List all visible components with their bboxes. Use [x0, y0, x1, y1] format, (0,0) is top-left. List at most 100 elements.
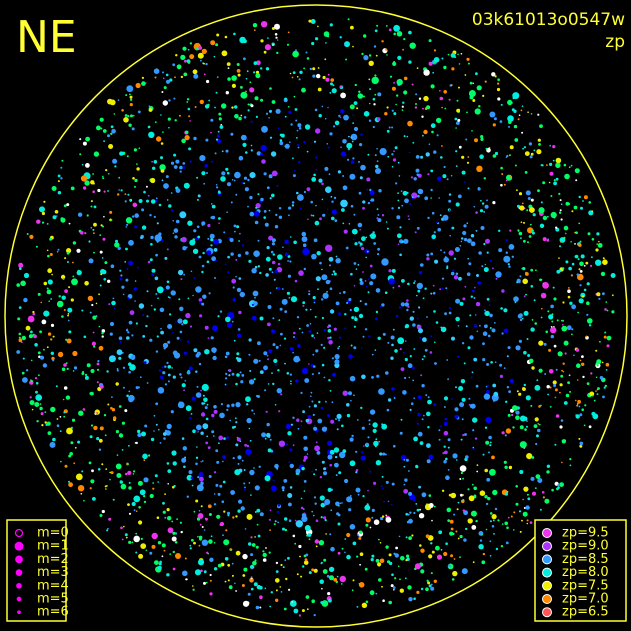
star [302, 243, 307, 247]
star [531, 491, 537, 496]
star [118, 405, 122, 408]
star [580, 254, 585, 259]
star [369, 470, 372, 473]
star [567, 381, 570, 385]
star [326, 143, 329, 145]
star [553, 297, 557, 301]
star [51, 273, 53, 276]
star [494, 361, 497, 364]
star [34, 343, 38, 347]
star [501, 289, 505, 293]
star [152, 482, 155, 484]
star [288, 519, 292, 522]
star [169, 297, 171, 299]
star [75, 473, 83, 481]
star [482, 94, 485, 97]
star [457, 194, 462, 199]
star [433, 310, 436, 313]
star [402, 390, 407, 395]
star [416, 317, 419, 320]
star [215, 43, 219, 47]
star [521, 317, 524, 320]
star [133, 495, 141, 503]
star [245, 90, 247, 93]
star [433, 49, 437, 52]
star [353, 101, 358, 105]
star [535, 442, 538, 446]
star [585, 261, 589, 265]
star [346, 142, 353, 149]
star [504, 465, 508, 469]
star [70, 186, 75, 191]
star [404, 325, 408, 329]
star [337, 551, 341, 555]
star [389, 75, 393, 78]
star [109, 358, 114, 363]
star [349, 173, 356, 180]
star [163, 437, 166, 440]
star [272, 382, 275, 386]
star [455, 386, 457, 389]
star [249, 195, 253, 200]
star [591, 256, 593, 259]
star [426, 253, 430, 257]
star [365, 523, 369, 527]
star [360, 133, 363, 136]
star [546, 464, 551, 468]
star [287, 31, 290, 34]
star [421, 384, 425, 388]
star [600, 271, 606, 277]
zp-label: zp=8.5 [562, 552, 609, 567]
star [136, 163, 138, 165]
star [501, 523, 504, 525]
star [489, 444, 492, 447]
star [391, 343, 394, 347]
star [89, 435, 93, 439]
star [203, 570, 207, 574]
star [438, 197, 441, 199]
star [469, 404, 474, 408]
star [130, 114, 133, 118]
star [128, 239, 134, 246]
star [43, 348, 45, 351]
star [108, 303, 111, 306]
star [249, 370, 252, 372]
star [328, 173, 331, 176]
star [297, 194, 304, 201]
star [338, 336, 341, 339]
star [226, 171, 230, 175]
star [315, 204, 317, 207]
star [60, 304, 63, 307]
star [291, 204, 295, 207]
star [513, 296, 519, 302]
star [325, 533, 327, 535]
star [274, 520, 277, 523]
star [519, 275, 522, 278]
star [513, 124, 518, 129]
star [230, 252, 234, 256]
star [443, 165, 446, 169]
star [97, 188, 101, 193]
star [577, 258, 580, 261]
star [278, 215, 283, 219]
star [448, 209, 451, 211]
star [209, 579, 212, 582]
star [277, 286, 281, 291]
star [368, 119, 372, 122]
star [164, 493, 167, 495]
star [93, 345, 96, 348]
star [403, 465, 406, 468]
star [182, 46, 187, 51]
star [464, 181, 466, 183]
star [386, 106, 389, 109]
star [23, 272, 30, 279]
star [515, 345, 521, 351]
star [34, 377, 38, 380]
star [192, 588, 195, 591]
star [21, 335, 26, 341]
star [427, 396, 430, 399]
star [165, 430, 171, 436]
star [518, 192, 523, 196]
star [535, 269, 537, 272]
star [213, 409, 218, 414]
